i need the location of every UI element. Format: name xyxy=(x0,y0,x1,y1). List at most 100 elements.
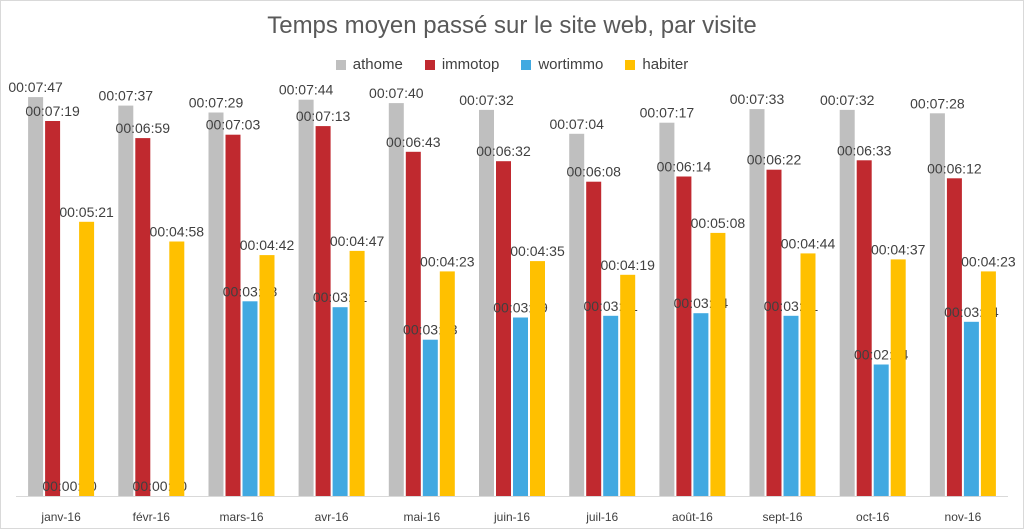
bar-immotop-févr-16 xyxy=(135,138,151,496)
legend-swatch xyxy=(424,59,435,70)
data-label-habiter-janv-16: 00:05:21 xyxy=(59,204,114,220)
data-label-habiter-août-16: 00:05:08 xyxy=(691,215,746,231)
bar-habiter-avr-16 xyxy=(349,250,365,496)
bar-wortimmo-mai-16 xyxy=(422,339,438,496)
bar-habiter-sept-16 xyxy=(800,253,816,496)
data-label-habiter-oct-16: 00:04:37 xyxy=(871,241,926,257)
chart-title: Temps moyen passé sur le site web, par v… xyxy=(267,12,757,39)
data-label-habiter-avr-16: 00:04:47 xyxy=(330,233,385,249)
legend-label: immotop xyxy=(441,56,500,73)
data-label-habiter-mai-16: 00:04:23 xyxy=(420,253,475,269)
data-label-immotop-sept-16: 00:06:22 xyxy=(747,152,802,168)
data-label-immotop-févr-16: 00:06:59 xyxy=(116,120,171,136)
bar-athome-juil-16 xyxy=(569,133,585,497)
data-label-athome-oct-16: 00:07:32 xyxy=(820,92,875,108)
bar-immotop-nov-16 xyxy=(946,178,962,497)
legend-label: athome xyxy=(352,56,403,73)
data-label-immotop-juil-16: 00:06:08 xyxy=(566,164,621,180)
bar-habiter-mars-16 xyxy=(259,255,275,496)
chart-legend: athome immotop wortimmo habiter xyxy=(0,56,1024,73)
bar-immotop-août-16 xyxy=(676,176,692,496)
bar-athome-juin-16 xyxy=(479,109,494,497)
legend-swatch xyxy=(625,59,636,70)
data-label-immotop-janv-16: 00:07:19 xyxy=(25,103,80,119)
data-label-immotop-oct-16: 00:06:33 xyxy=(837,142,892,158)
legend-swatch xyxy=(335,59,346,70)
bar-wortimmo-oct-16 xyxy=(873,364,889,496)
bar-habiter-oct-16 xyxy=(890,259,906,496)
data-label-habiter-juil-16: 00:04:19 xyxy=(600,257,655,273)
data-label-immotop-août-16: 00:06:14 xyxy=(657,159,712,175)
bar-wortimmo-juin-16 xyxy=(513,317,528,496)
x-tick-label: juin-16 xyxy=(493,510,530,524)
data-label-athome-févr-16: 00:07:37 xyxy=(99,88,154,104)
bar-athome-août-16 xyxy=(659,122,675,496)
data-label-immotop-avr-16: 00:07:13 xyxy=(296,108,351,124)
data-label-athome-juil-16: 00:07:04 xyxy=(549,116,604,132)
data-label-athome-mai-16: 00:07:40 xyxy=(369,85,424,101)
x-tick-label: avr-16 xyxy=(315,510,349,524)
legend-item-immotop: immotop xyxy=(424,56,500,73)
bar-athome-févr-16 xyxy=(118,105,134,496)
bar-wortimmo-juil-16 xyxy=(603,315,619,496)
bar-immotop-mars-16 xyxy=(225,134,241,496)
x-tick-label: août-16 xyxy=(672,510,713,524)
x-tick-label: févr-16 xyxy=(133,510,171,524)
data-label-immotop-nov-16: 00:06:12 xyxy=(927,160,982,176)
bar-athome-sept-16 xyxy=(749,109,765,496)
x-tick-label: mars-16 xyxy=(219,510,263,524)
data-label-habiter-nov-16: 00:04:23 xyxy=(961,253,1016,269)
data-label-habiter-mars-16: 00:04:42 xyxy=(240,237,295,253)
bar-wortimmo-avr-16 xyxy=(332,307,348,496)
bar-habiter-mai-16 xyxy=(439,271,455,496)
bar-habiter-nov-16 xyxy=(980,271,996,496)
data-label-immotop-mars-16: 00:07:03 xyxy=(206,117,261,133)
bar-athome-nov-16 xyxy=(929,113,945,497)
bar-immotop-sept-16 xyxy=(766,169,782,496)
bar-habiter-janv-16 xyxy=(79,221,95,497)
data-label-habiter-févr-16: 00:04:58 xyxy=(150,224,205,240)
legend-item-wortimmo: wortimmo xyxy=(521,56,603,73)
data-label-athome-nov-16: 00:07:28 xyxy=(910,95,965,111)
legend-label: wortimmo xyxy=(538,56,604,73)
data-label-athome-avr-16: 00:07:44 xyxy=(279,82,334,98)
data-label-habiter-juin-16: 00:04:35 xyxy=(510,243,565,259)
bar-immotop-janv-16 xyxy=(45,121,61,496)
bar-wortimmo-sept-16 xyxy=(783,315,799,496)
bar-athome-avr-16 xyxy=(298,99,314,496)
legend-swatch xyxy=(521,59,532,70)
x-tick-label: juil-16 xyxy=(585,510,618,524)
bar-habiter-juin-16 xyxy=(530,261,545,496)
bar-immotop-mai-16 xyxy=(405,151,421,497)
data-label-immotop-juin-16: 00:06:32 xyxy=(476,143,531,159)
x-tick-label: sept-16 xyxy=(762,510,802,524)
bar-athome-janv-16 xyxy=(28,97,44,496)
bar-habiter-juil-16 xyxy=(620,274,636,496)
x-tick-label: oct-16 xyxy=(856,510,890,524)
data-label-habiter-sept-16: 00:04:44 xyxy=(781,235,836,251)
x-tick-label: janv-16 xyxy=(40,510,81,524)
legend-item-athome: athome xyxy=(335,56,403,73)
bar-athome-mars-16 xyxy=(208,112,224,496)
bar-wortimmo-mars-16 xyxy=(242,301,258,497)
data-label-athome-août-16: 00:07:17 xyxy=(640,105,695,121)
legend-label: habiter xyxy=(642,56,689,73)
x-tick-label: nov-16 xyxy=(945,510,982,524)
bar-athome-oct-16 xyxy=(839,109,855,497)
data-label-immotop-mai-16: 00:06:43 xyxy=(386,134,441,150)
bar-immotop-juin-16 xyxy=(496,161,511,496)
data-label-athome-janv-16: 00:07:47 xyxy=(8,79,63,95)
bar-habiter-août-16 xyxy=(710,232,726,496)
data-label-athome-juin-16: 00:07:32 xyxy=(459,92,514,108)
bar-immotop-avr-16 xyxy=(315,126,331,496)
bar-habiter-févr-16 xyxy=(169,241,185,496)
bar-wortimmo-août-16 xyxy=(693,313,709,496)
bar-wortimmo-nov-16 xyxy=(963,321,979,497)
data-label-athome-sept-16: 00:07:33 xyxy=(730,91,785,107)
data-label-athome-mars-16: 00:07:29 xyxy=(189,95,244,111)
legend-item-habiter: habiter xyxy=(625,56,688,73)
bar-athome-mai-16 xyxy=(388,103,404,496)
bar-immotop-juil-16 xyxy=(586,181,602,496)
bar-immotop-oct-16 xyxy=(856,160,872,497)
